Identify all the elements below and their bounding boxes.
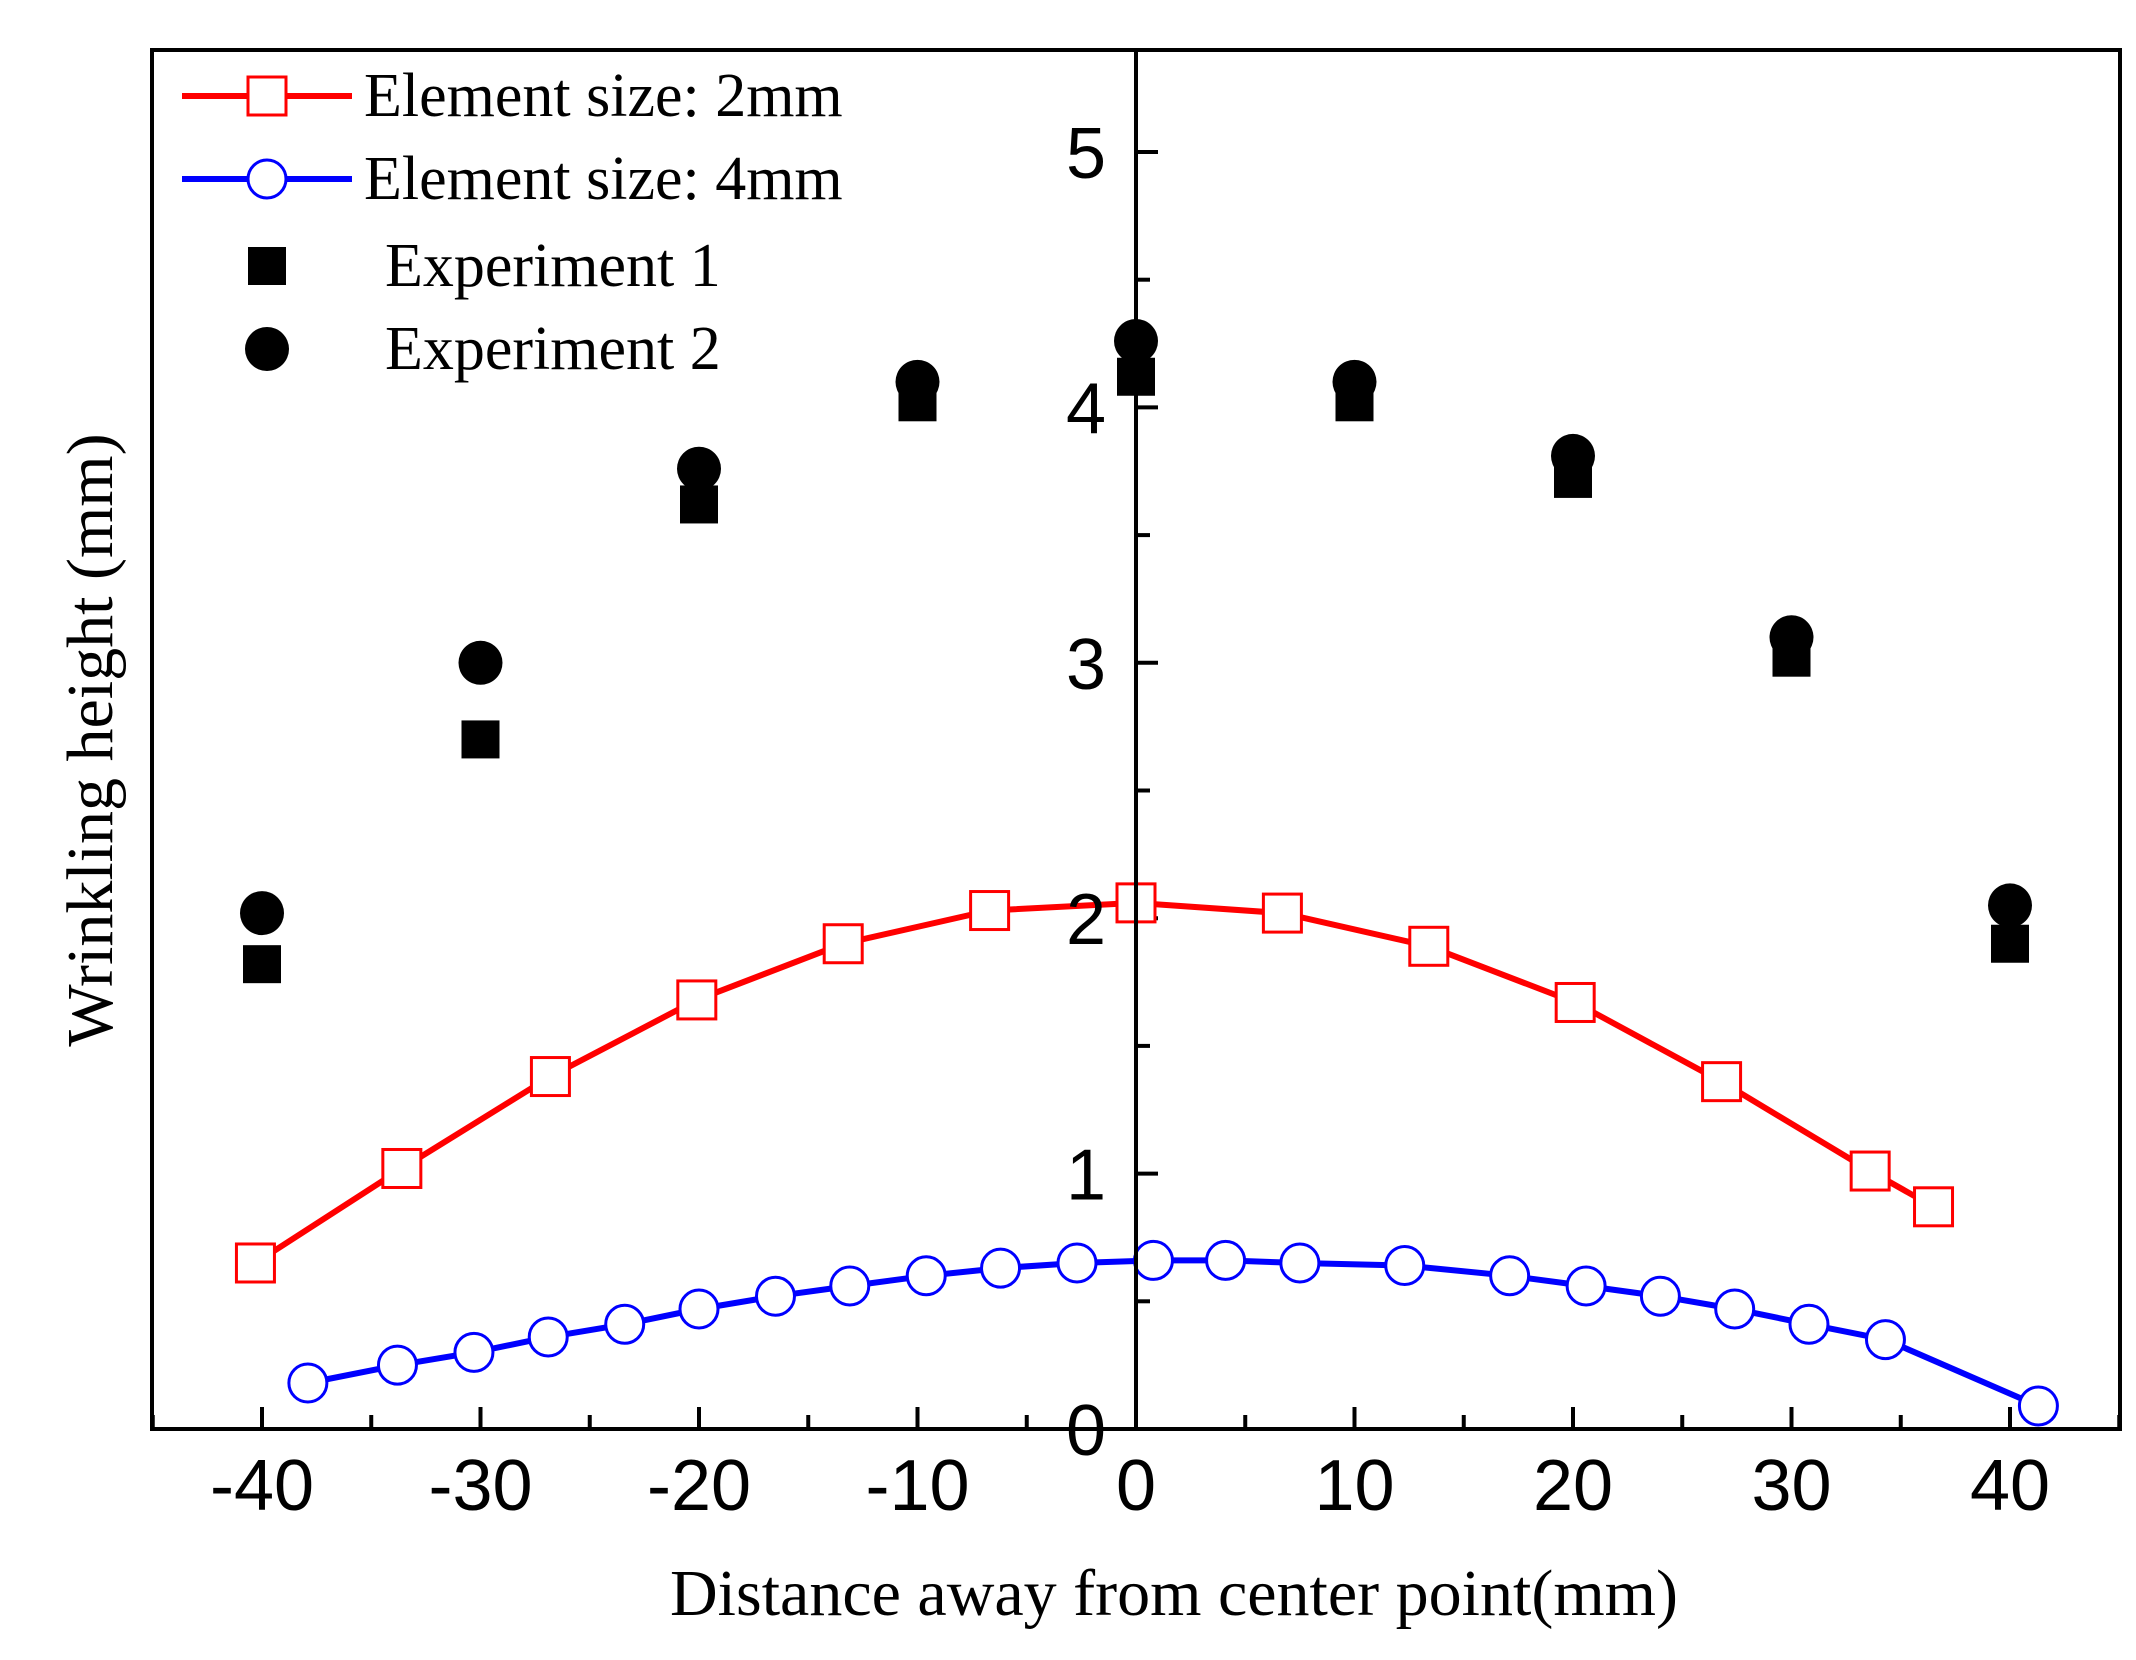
open-circle-marker <box>980 1247 1022 1289</box>
y-tick-label: 1 <box>1066 1136 1106 1216</box>
x-tick-label: 20 <box>1533 1446 1613 1526</box>
y-tick-label: 4 <box>1066 369 1106 449</box>
open-circle-marker <box>604 1303 646 1345</box>
open-square-marker <box>1261 892 1303 934</box>
filled-circle-marker <box>1332 359 1377 404</box>
open-circle-marker <box>678 1288 720 1330</box>
filled-square-marker <box>1991 924 2029 963</box>
open-circle-marker <box>1384 1245 1426 1287</box>
open-circle-marker <box>527 1316 569 1358</box>
open-circle-marker <box>287 1362 329 1404</box>
legend-entry-4: Experiment 2 <box>245 315 721 383</box>
x-tick-label: 30 <box>1751 1446 1831 1526</box>
filled-circle-marker <box>1551 433 1595 478</box>
y-tick-label: 0 <box>1066 1391 1106 1471</box>
filled-square-marker <box>680 485 718 524</box>
x-tick-label: -20 <box>647 1446 751 1526</box>
open-circle-marker <box>2017 1385 2059 1427</box>
open-circle-marker <box>829 1265 871 1307</box>
x-tick-label: -40 <box>210 1446 314 1526</box>
open-circle-marker <box>754 1275 796 1317</box>
y-tick-labels: 0 1 2 3 4 5 <box>1066 114 1106 1471</box>
open-circle-marker <box>1788 1303 1830 1345</box>
filled-circle-marker <box>458 640 503 685</box>
open-circle-marker <box>246 158 288 200</box>
open-circle-marker <box>1864 1319 1906 1361</box>
series-line <box>307 1257 2040 1409</box>
open-square-marker <box>1408 925 1450 967</box>
filled-square-marker <box>243 945 281 984</box>
legend-label: Experiment 1 <box>385 232 721 300</box>
filled-circle-marker <box>240 891 284 936</box>
y-tick-label: 5 <box>1066 114 1106 194</box>
filled-circle-marker <box>1769 615 1814 660</box>
x-axis-title: Distance away from center point(mm) <box>670 1557 1678 1630</box>
open-square-marker <box>1913 1186 1955 1228</box>
x-tick-label: 10 <box>1314 1446 1394 1526</box>
open-square-marker <box>969 890 1011 932</box>
filled-circle-marker <box>245 327 289 371</box>
y-tick-label: 3 <box>1066 625 1106 705</box>
open-circle-marker <box>1489 1255 1531 1297</box>
y-axis-title: Wrinkling height (mm) <box>54 433 127 1046</box>
open-circle-marker <box>376 1344 418 1386</box>
open-circle-marker <box>1056 1242 1098 1284</box>
legend-entry-2: Element size: 4mm <box>182 145 843 213</box>
filled-square-marker <box>248 247 286 285</box>
open-square-marker <box>1554 981 1596 1023</box>
open-square-marker <box>234 1242 276 1284</box>
open-circle-marker <box>1639 1275 1681 1317</box>
filled-circle-marker <box>895 359 940 404</box>
open-square-marker <box>381 1147 423 1189</box>
open-square-marker <box>529 1056 571 1098</box>
open-circle-marker <box>1714 1288 1756 1330</box>
x-tick-label: -10 <box>865 1446 969 1526</box>
open-square-marker <box>246 75 288 117</box>
open-circle-marker <box>1205 1239 1247 1281</box>
legend-label: Element size: 2mm <box>364 62 843 130</box>
x-tick-label: 40 <box>1970 1446 2050 1526</box>
x-tick-label: 0 <box>1116 1446 1156 1526</box>
open-square-marker <box>822 923 864 965</box>
open-circle-marker <box>1279 1242 1321 1284</box>
legend-label: Element size: 4mm <box>364 145 843 213</box>
plot-series <box>234 318 2059 1427</box>
open-circle-marker <box>905 1255 947 1297</box>
legend: Element size: 2mm Element size: 4mm Experi… <box>182 62 843 383</box>
open-circle-marker <box>1132 1239 1174 1281</box>
series-2 <box>287 1239 2059 1427</box>
x-tick-labels: -40 -30 -20 -10 0 10 20 30 40 <box>210 1446 2050 1526</box>
open-square-marker <box>1701 1061 1743 1103</box>
legend-label: Experiment 2 <box>385 315 721 383</box>
y-tick-label: 2 <box>1066 880 1106 960</box>
open-square-marker <box>1849 1150 1891 1192</box>
legend-entry-1: Element size: 2mm <box>182 62 843 130</box>
open-circle-marker <box>453 1331 495 1373</box>
filled-circle-marker <box>1988 883 2032 928</box>
filled-circle-marker <box>677 446 721 491</box>
open-square-marker <box>676 979 718 1021</box>
x-tick-label: -30 <box>428 1446 532 1526</box>
filled-square-marker <box>461 720 500 759</box>
legend-entry-3: Experiment 1 <box>248 232 721 300</box>
open-circle-marker <box>1565 1265 1607 1307</box>
